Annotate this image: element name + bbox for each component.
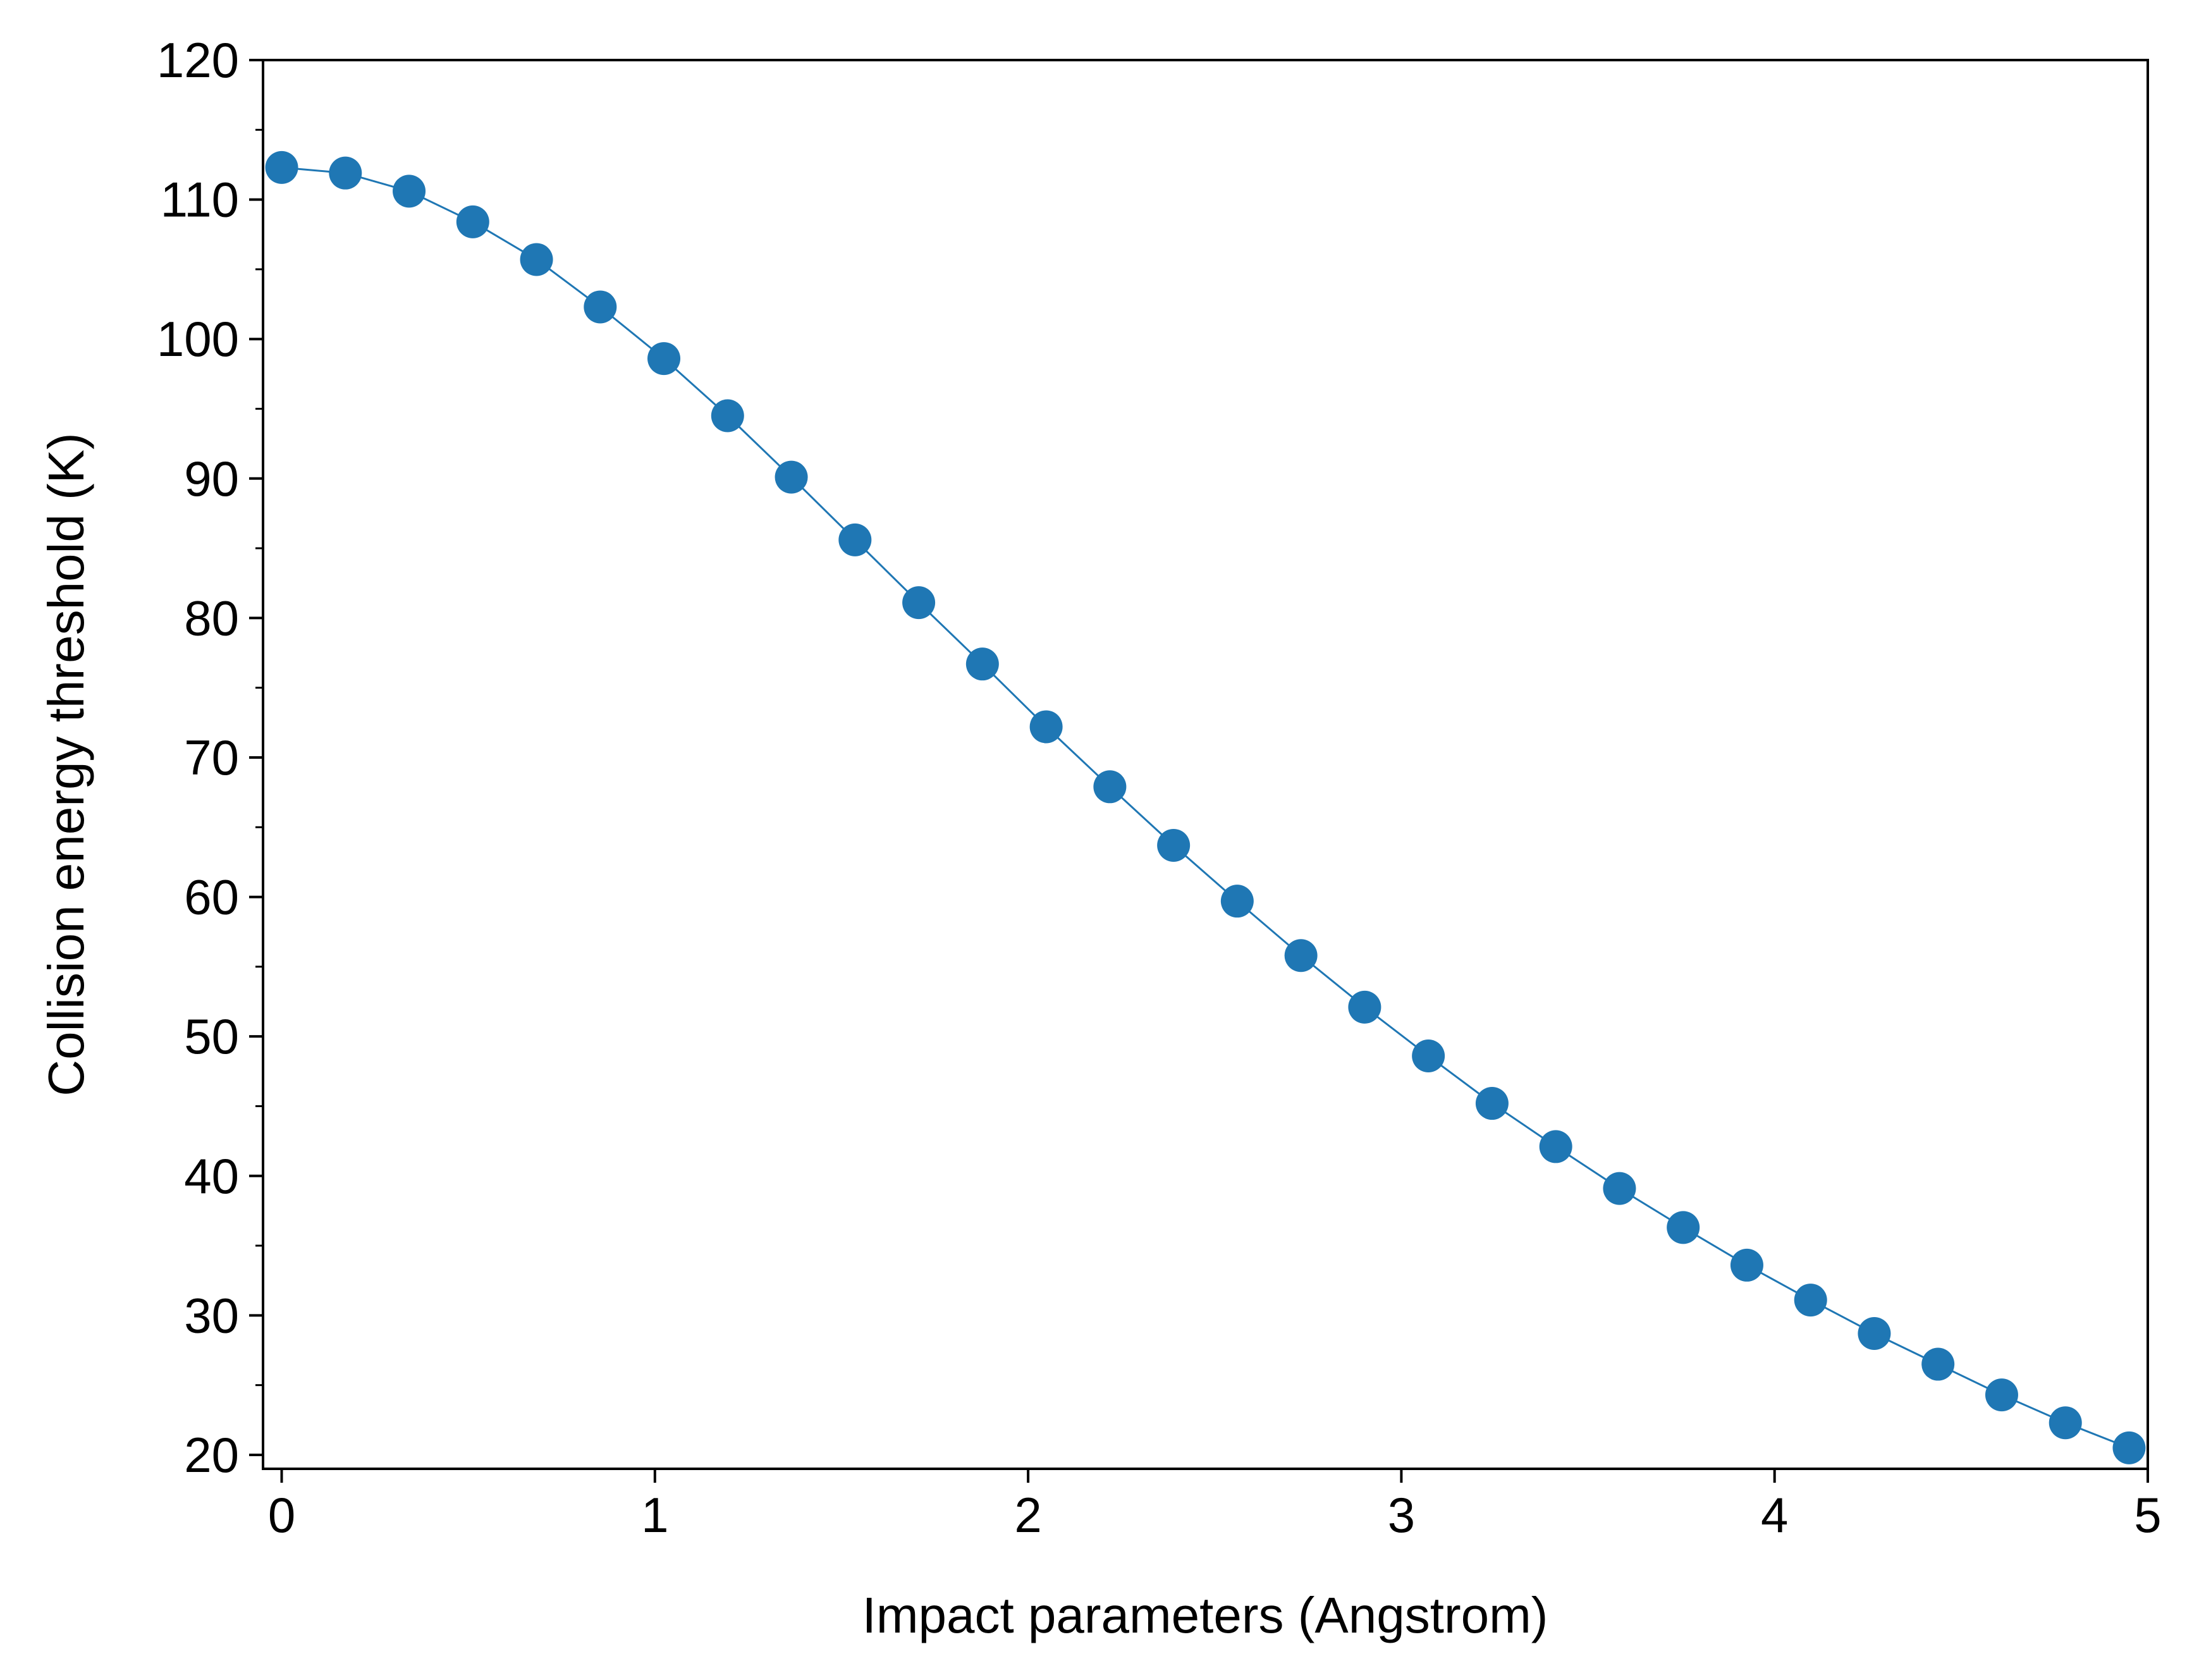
data-point xyxy=(1921,1347,1955,1381)
data-point xyxy=(2049,1406,2082,1440)
y-axis-title: Collision energy threshold (K) xyxy=(38,432,94,1096)
data-point xyxy=(1093,770,1127,804)
data-point xyxy=(902,586,936,620)
y-tick-label: 50 xyxy=(184,1009,239,1064)
data-point xyxy=(1730,1248,1763,1282)
x-tick-label: 5 xyxy=(2134,1487,2161,1543)
data-point xyxy=(965,647,999,681)
x-tick-label: 0 xyxy=(268,1487,295,1543)
data-point xyxy=(1348,990,1381,1024)
y-tick-label: 40 xyxy=(184,1148,239,1204)
data-point xyxy=(1858,1317,1891,1351)
data-point xyxy=(1667,1211,1700,1244)
data-point xyxy=(1985,1378,2018,1412)
tick-labels: 0 1 2 3 4 5 20 30 40 50 60 70 80 90 100 110 120 xyxy=(157,32,2162,1543)
x-tick-label: 1 xyxy=(641,1487,668,1543)
series-line xyxy=(281,166,2130,1449)
y-tick-label: 30 xyxy=(184,1287,239,1343)
data-point xyxy=(393,175,426,208)
data-point xyxy=(1603,1172,1636,1205)
data-point xyxy=(775,460,808,494)
y-tick-label: 100 xyxy=(157,311,239,367)
plot-area-frame xyxy=(262,59,2149,1470)
data-point xyxy=(647,342,681,376)
data-point xyxy=(584,290,617,324)
y-tick-label: 70 xyxy=(184,730,239,785)
y-tick-label: 80 xyxy=(184,590,239,646)
x-tick-label: 4 xyxy=(1761,1487,1788,1543)
series-layer xyxy=(265,150,2146,1464)
y-tick-label: 20 xyxy=(184,1427,239,1483)
data-point xyxy=(520,243,553,276)
data-point xyxy=(265,150,298,184)
data-point xyxy=(1539,1130,1572,1163)
x-tick-label: 3 xyxy=(1388,1487,1415,1543)
data-point xyxy=(1475,1087,1509,1120)
y-tick-label: 120 xyxy=(157,32,239,88)
data-point xyxy=(1284,939,1318,972)
data-point xyxy=(711,399,744,432)
data-point xyxy=(1157,828,1191,862)
data-point xyxy=(2112,1431,2146,1464)
data-point xyxy=(456,205,489,238)
data-point xyxy=(1794,1284,1827,1317)
x-tick-label: 2 xyxy=(1014,1487,1041,1543)
data-point xyxy=(1029,710,1063,744)
y-tick-label: 110 xyxy=(161,172,239,228)
data-point xyxy=(1220,885,1254,918)
data-point xyxy=(329,156,362,190)
data-point xyxy=(838,523,872,556)
x-axis-title: Impact parameters (Angstrom) xyxy=(862,1587,1548,1643)
y-tick-label: 60 xyxy=(184,869,239,925)
data-point xyxy=(1412,1039,1445,1073)
y-tick-label: 90 xyxy=(184,451,239,506)
